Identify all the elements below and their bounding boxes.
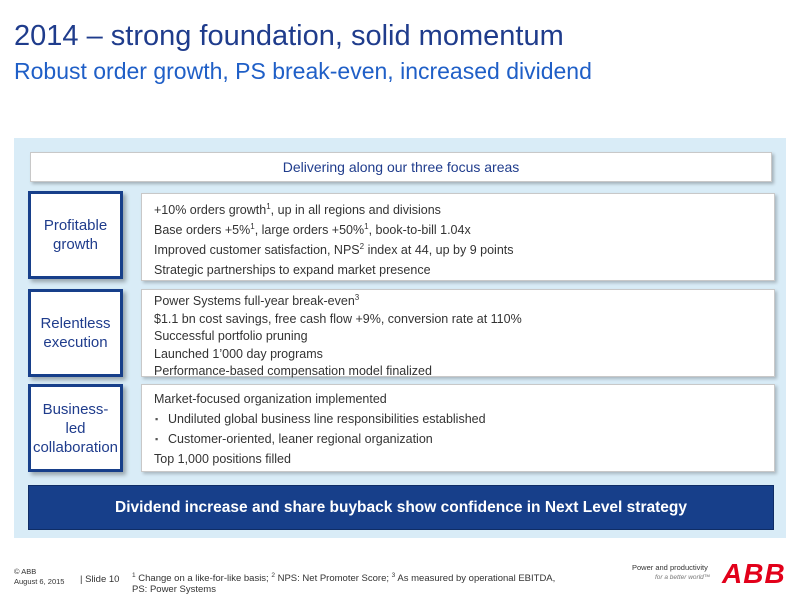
slide-subtitle: Robust order growth, PS break-even, incr…: [14, 58, 592, 84]
footer-date: August 6, 2015: [14, 577, 65, 586]
focus-label-line: Relentless: [40, 315, 111, 332]
conclusion-bar: Dividend increase and share buyback show…: [28, 485, 774, 530]
footer-copyright: © ABB: [14, 567, 37, 576]
bullet-line: ▪ Customer-oriented, leaner regional orga…: [154, 429, 762, 449]
content-line: Top 1,000 positions filled: [154, 452, 291, 466]
focus-label-relentless-execution: Relentless execution: [28, 289, 123, 377]
focus-label-line: execution: [43, 334, 108, 351]
content-line: Strategic partnerships to expand market …: [154, 263, 431, 277]
footer-slide-number: | Slide 10: [80, 574, 120, 585]
content-line: +10% orders growth1, up in all regions a…: [154, 201, 441, 217]
focus-content-profitable-growth: +10% orders growth1, up in all regions a…: [141, 193, 775, 281]
focus-content-business-led-collaboration: Market-focused organization implemented …: [141, 384, 775, 472]
content-line: $1.1 bn cost savings, free cash flow +9%…: [154, 311, 522, 326]
focus-label-line: Profitable: [43, 217, 108, 234]
abb-logo: ABB: [722, 558, 786, 589]
focus-label-line: Business-: [42, 400, 109, 418]
square-bullet-icon: ▪: [155, 414, 159, 424]
square-bullet-icon: ▪: [155, 434, 159, 444]
content-line: Market-focused organization implemented: [154, 392, 387, 406]
content-line: Successful portfolio pruning: [154, 329, 308, 343]
focus-content-relentless-execution: Power Systems full-year break-even3 $1.1…: [141, 289, 775, 378]
focus-label-profitable-growth: Profitable growth: [28, 191, 123, 279]
content-line: Base orders +5%1, large orders +50%1, bo…: [154, 221, 471, 237]
focus-areas-banner: Delivering along our three focus areas: [30, 152, 772, 182]
content-line: Launched 1’000 day programs: [154, 346, 323, 361]
slide-title: 2014 – strong foundation, solid momentum: [14, 20, 564, 52]
content-line: Improved customer satisfaction, NPS2 ind…: [154, 241, 514, 257]
footer-tagline: Power and productivity: [632, 563, 708, 572]
content-line: Performance-based compensation model fin…: [154, 364, 432, 378]
footer-footnote: 1 Change on a like-for-like basis; 2 NPS…: [132, 571, 556, 595]
bullet-line: ▪ Undiluted global business line responsi…: [154, 409, 762, 429]
focus-label-line: growth: [52, 236, 99, 253]
focus-label-line: led: [65, 419, 86, 437]
focus-label-business-led-collaboration: Business- led collaboration: [28, 384, 123, 472]
footer-tagline-sub: for a better world™: [655, 574, 711, 581]
focus-label-line: collaboration: [32, 438, 119, 456]
content-line: Power Systems full-year break-even3: [154, 292, 360, 308]
